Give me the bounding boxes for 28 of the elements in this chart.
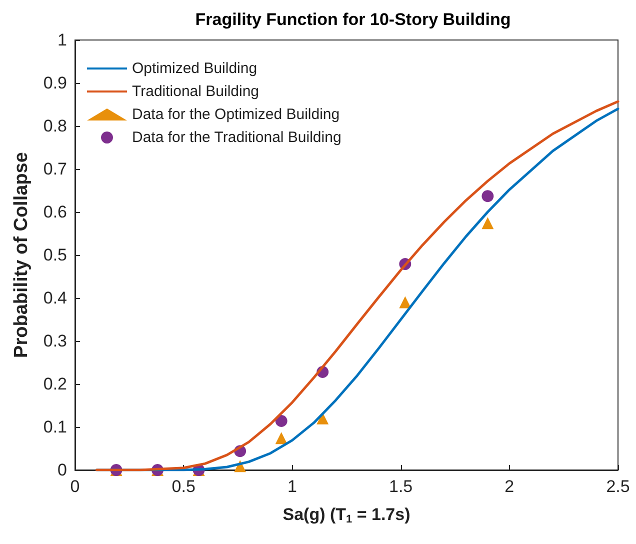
x-tick-label: 1 <box>287 477 297 496</box>
legend-label: Data for the Optimized Building <box>132 106 340 123</box>
x-tick-label: 0.5 <box>172 477 196 496</box>
y-tick-label: 0.7 <box>43 160 67 178</box>
point <box>275 432 288 444</box>
y-tick-label: 1 <box>58 30 67 50</box>
y-tick-label: 0 <box>58 460 67 480</box>
y-axis-title: Probability of Collapse <box>11 152 32 358</box>
legend-label: Data for the Traditional Building <box>132 129 342 146</box>
point <box>399 296 412 308</box>
x-tick-label: 0 <box>70 477 80 496</box>
point <box>482 217 494 230</box>
legend-label: Optimized Building <box>132 60 258 77</box>
y-tick-label: 0.3 <box>43 332 67 350</box>
x-tick-label: 2 <box>504 477 514 496</box>
x-tick-label: 2.5 <box>606 477 630 496</box>
legend-label: Traditional Building <box>132 83 260 100</box>
x-tick-label: 1.5 <box>388 477 413 496</box>
y-tick-label: 0.4 <box>43 288 67 308</box>
y-tick-label: 0.2 <box>43 374 67 394</box>
point <box>482 190 494 202</box>
y-tick-label: 0.5 <box>43 246 67 264</box>
y-tick-label: 0.8 <box>43 116 67 136</box>
y-tick-label: 0.6 <box>43 202 67 222</box>
y-tick-label: 0.1 <box>43 418 67 436</box>
y-tick-label: 0.9 <box>43 74 67 92</box>
chart-title: Fragility Function for 10-Story Building <box>195 10 511 29</box>
point <box>275 414 288 427</box>
